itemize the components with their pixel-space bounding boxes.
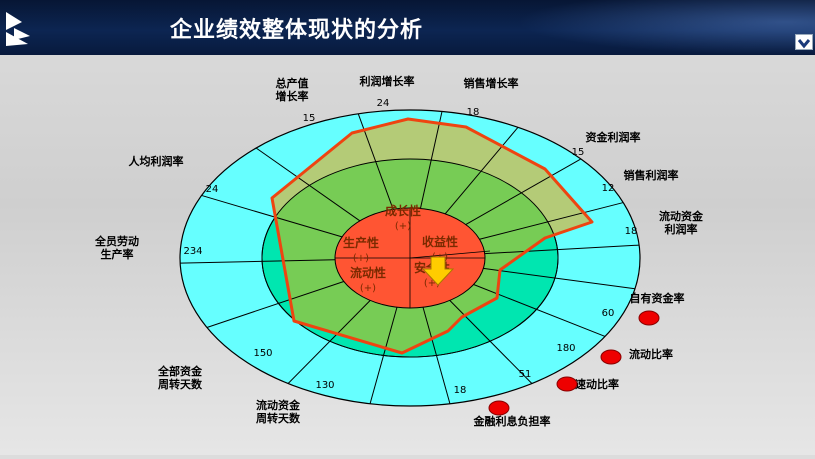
indicator-value: 24	[206, 184, 219, 195]
sector-divider	[369, 307, 398, 404]
indicator-label: 金融利息负担率	[473, 414, 551, 428]
red-warning-marker	[638, 310, 660, 326]
indicator-value: 24	[377, 98, 390, 109]
indicator-label: 速动比率	[575, 377, 619, 391]
indicator-label: 流动资金	[256, 398, 301, 412]
indicator-value: 12	[602, 183, 615, 194]
indicator-label: 人均利润率	[129, 154, 184, 168]
indicator-label: 增长率	[276, 89, 309, 103]
nav-down-button[interactable]	[795, 34, 813, 50]
performance-radar-diagram: 成长性(+)收益性(+)安全性(+)流动性(+)生产性(+)24利润增长率18销…	[94, 74, 704, 428]
indicator-value: 18	[467, 107, 480, 118]
indicator-label: 流动比率	[629, 347, 673, 361]
chevron-down-icon	[797, 39, 811, 49]
indicator-value: 51	[519, 369, 532, 380]
down-arrow-icon	[421, 256, 455, 286]
indicator-value: 18	[454, 385, 467, 396]
performance-polygon-outline	[270, 117, 594, 355]
indicator-value: 60	[602, 308, 615, 319]
sector-divider	[201, 194, 343, 238]
page-title: 企业绩效整体现状的分析	[170, 17, 424, 43]
red-warning-marker	[556, 376, 578, 392]
indicator-label: 全部资金	[157, 364, 203, 378]
indicator-label: 资金利润率	[586, 130, 641, 144]
logo-icon	[6, 12, 30, 46]
core-sector-sign: (+)	[353, 253, 369, 264]
indicator-label: 销售利润率	[624, 168, 679, 182]
core-divider	[409, 250, 491, 259]
indicator-label: 利润增长率	[360, 74, 415, 88]
indicator-label: 周转天数	[256, 411, 301, 425]
indicator-value: 150	[253, 348, 272, 359]
header-glow	[515, 0, 815, 55]
indicator-label: 总产值	[276, 76, 309, 90]
sector-divider	[287, 300, 371, 384]
indicator-value: 130	[315, 380, 334, 391]
core-sector-sign: (+)	[395, 221, 411, 232]
sector-divider	[465, 158, 582, 225]
indicator-value: 180	[556, 343, 575, 354]
radar-diagram-area: 成长性(+)收益性(+)安全性(+)流动性(+)生产性(+)24利润增长率18销…	[0, 55, 815, 455]
core-sector-label: 收益性	[422, 234, 458, 249]
sector-divider	[449, 300, 533, 384]
indicator-value: 15	[303, 113, 316, 124]
core-sector-label: 成长性	[385, 203, 421, 218]
indicator-label: 周转天数	[158, 377, 203, 391]
indicator-label: 流动资金	[659, 209, 704, 223]
indicator-label: 全员劳动	[94, 234, 139, 248]
indicator-value: 234	[183, 246, 202, 257]
sector-divider	[479, 202, 624, 240]
indicator-value: 18	[625, 226, 638, 237]
sector-divider	[444, 127, 519, 215]
red-warning-marker	[600, 349, 622, 365]
indicator-value: 15	[572, 147, 585, 158]
sector-divider	[422, 307, 451, 404]
indicator-label: 自有资金率	[630, 291, 685, 305]
sector-divider	[206, 280, 344, 328]
title-bar: 企业绩效整体现状的分析	[0, 0, 815, 55]
core-sector-sign: (+)	[360, 283, 376, 294]
sector-divider	[483, 267, 636, 290]
core-sector-label: 流动性	[350, 265, 386, 280]
sector-divider	[473, 284, 606, 337]
core-sector-label: 生产性	[343, 235, 379, 250]
core-sector-sign: (+)	[424, 278, 440, 289]
sector-divider	[484, 244, 640, 255]
sector-divider	[180, 259, 336, 264]
indicator-label: 销售增长率	[464, 76, 519, 90]
indicator-label: 利润率	[665, 222, 698, 236]
red-warning-marker	[488, 400, 510, 416]
sector-divider	[419, 111, 443, 209]
indicator-label: 生产率	[101, 247, 134, 261]
middle-ring-outline	[261, 158, 559, 358]
sector-divider	[255, 147, 361, 222]
